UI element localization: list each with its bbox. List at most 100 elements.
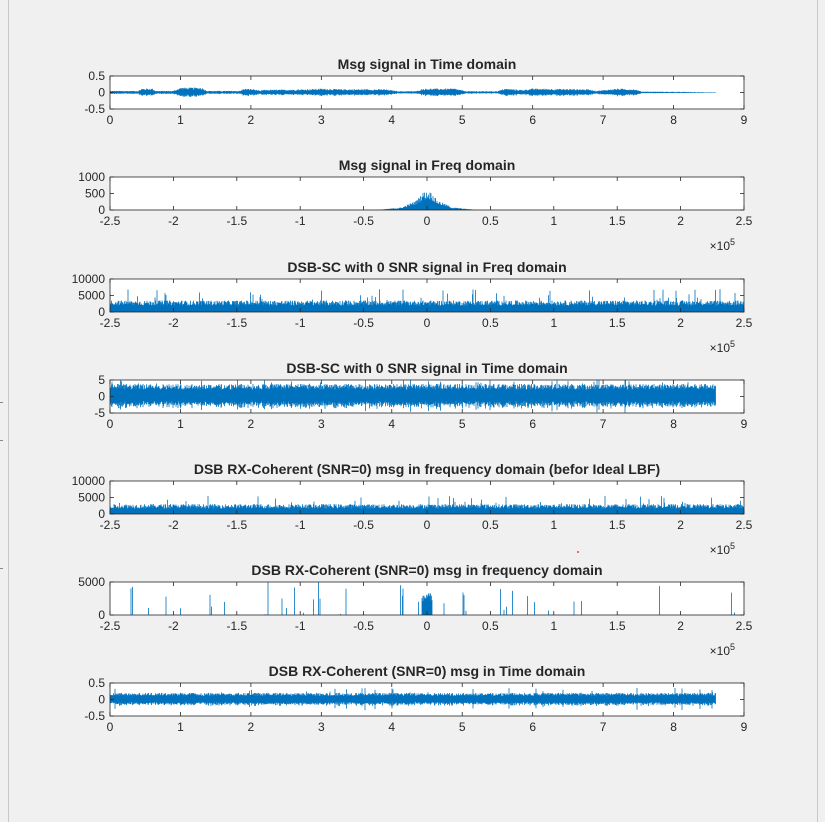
x-tick-label: 1	[177, 113, 184, 127]
x-tick-label: 3	[318, 113, 325, 127]
x-tick-label: -0.5	[353, 214, 374, 228]
y-tick-label: 0	[98, 507, 105, 521]
signal-trace	[110, 495, 744, 514]
x-tick-label: -1.5	[226, 316, 247, 330]
x-tick-label: 9	[741, 417, 748, 431]
x-tick-label: 1.5	[609, 316, 626, 330]
chart-title: DSB RX-Coherent (SNR=0) msg in frequency…	[251, 562, 602, 578]
subplot-6: -2.5 -2 -1.5 -1 -0.5 0 0.5 1 1.5 2 2.5 0 5000 DSB RX-…	[78, 562, 752, 658]
x-tick-label: 0.5	[482, 316, 499, 330]
x-tick-label: 2.5	[736, 316, 753, 330]
x-tick-label: 4	[388, 417, 395, 431]
x-tick-label: 8	[670, 720, 677, 734]
x-tick-label: -1	[295, 518, 306, 532]
x-tick-label: 2	[677, 518, 684, 532]
x-tick-label: 7	[600, 113, 607, 127]
y-tick-label: 5000	[78, 491, 105, 505]
signal-trace	[110, 688, 716, 711]
x-tick-label: -2.5	[100, 316, 121, 330]
x-tick-label: 8	[670, 417, 677, 431]
x-tick-label: 5	[459, 417, 466, 431]
y-tick-label: -5	[94, 406, 105, 420]
x-tick-label: 3	[318, 417, 325, 431]
x-tick-label: 1	[550, 316, 557, 330]
x-tick-label: -0.5	[353, 619, 374, 633]
chart-title: DSB RX-Coherent (SNR=0) msg in frequency…	[194, 461, 660, 477]
chart-title: DSB RX-Coherent (SNR=0) msg in Time doma…	[269, 663, 586, 679]
x-exponent-label: ×10	[710, 543, 731, 557]
x-tick-label: -0.5	[353, 316, 374, 330]
x-tick-label: 2	[248, 720, 255, 734]
y-tick-label: 0	[98, 693, 105, 707]
x-tick-label: 2	[248, 113, 255, 127]
chart-title: DSB-SC with 0 SNR signal in Freq domain	[287, 259, 566, 275]
x-tick-label: -1	[295, 619, 306, 633]
edge-marker	[0, 568, 3, 569]
y-tick-label: 0.5	[88, 676, 105, 690]
x-tick-label: 8	[670, 113, 677, 127]
edge-marker	[0, 440, 3, 441]
y-tick-label: 0	[98, 203, 105, 217]
chart-title: DSB-SC with 0 SNR signal in Time domain	[286, 360, 567, 376]
x-tick-label: -1.5	[226, 619, 247, 633]
y-tick-label: -0.5	[84, 709, 105, 723]
y-tick-label: 10000	[72, 272, 106, 286]
x-tick-label: 0	[424, 214, 431, 228]
y-tick-label: -0.5	[84, 102, 105, 116]
x-tick-label: -2	[168, 316, 179, 330]
x-tick-label: -2.5	[100, 518, 121, 532]
x-tick-label: 3	[318, 720, 325, 734]
x-exponent-power: 5	[730, 339, 735, 349]
x-tick-label: -2	[168, 214, 179, 228]
x-tick-label: 2	[248, 417, 255, 431]
x-tick-label: 6	[529, 417, 536, 431]
x-tick-label: 1.5	[609, 518, 626, 532]
y-tick-label: 0	[98, 390, 105, 404]
x-tick-label: 1.5	[609, 214, 626, 228]
x-tick-label: -2.5	[100, 619, 121, 633]
x-tick-label: -0.5	[353, 518, 374, 532]
x-exponent-power: 5	[730, 642, 735, 652]
x-tick-label: -1	[295, 316, 306, 330]
y-tick-label: 0	[98, 86, 105, 100]
x-tick-label: -2	[168, 619, 179, 633]
x-tick-label: 1	[550, 619, 557, 633]
x-tick-label: 4	[388, 113, 395, 127]
x-tick-label: 0	[424, 518, 431, 532]
y-tick-label: 0.5	[88, 69, 105, 83]
edge-marker	[0, 402, 3, 403]
x-tick-label: -2	[168, 518, 179, 532]
y-tick-label: 0	[98, 305, 105, 319]
chart-title: Msg signal in Time domain	[338, 56, 517, 72]
x-tick-label: 1	[177, 417, 184, 431]
x-tick-label: 2.5	[736, 619, 753, 633]
x-tick-label: 5	[459, 113, 466, 127]
x-tick-label: 6	[529, 113, 536, 127]
x-tick-label: -2.5	[100, 214, 121, 228]
x-exponent-label: ×10	[710, 239, 731, 253]
x-tick-label: 0	[107, 720, 114, 734]
x-tick-label: 2	[677, 619, 684, 633]
x-tick-label: 1.5	[609, 619, 626, 633]
signal-trace	[110, 380, 716, 413]
signal-trace	[110, 87, 716, 97]
x-exponent-power: 5	[730, 541, 735, 551]
x-tick-label: 7	[600, 417, 607, 431]
x-tick-label: 1	[177, 720, 184, 734]
x-tick-label: 4	[388, 720, 395, 734]
y-tick-label: 5	[98, 373, 105, 387]
signal-trace	[110, 582, 740, 615]
subplot-2: -2.5 -2 -1.5 -1 -0.5 0 0.5 1 1.5 2 2.5 0 500 1000 Msg …	[78, 157, 752, 253]
x-exponent-label: ×10	[710, 341, 731, 355]
x-tick-label: 6	[529, 720, 536, 734]
y-tick-label: 1000	[78, 170, 105, 184]
y-tick-label: 500	[85, 187, 105, 201]
subplot-3: -2.5 -2 -1.5 -1 -0.5 0 0.5 1 1.5 2 2.5 0 5000 10000 DS…	[72, 259, 753, 355]
x-tick-label: 9	[741, 113, 748, 127]
y-tick-label: 10000	[72, 474, 106, 488]
x-tick-label: 1	[550, 518, 557, 532]
